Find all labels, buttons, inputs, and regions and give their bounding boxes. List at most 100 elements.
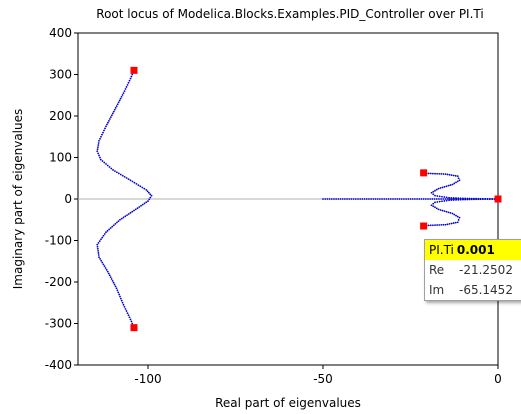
locus-point bbox=[438, 195, 441, 198]
locus-point bbox=[458, 216, 461, 219]
locus-point bbox=[455, 214, 457, 217]
locus-point bbox=[108, 119, 110, 122]
locus-point bbox=[108, 228, 111, 231]
y-tick-label: 400 bbox=[49, 26, 72, 40]
locus-point bbox=[457, 177, 460, 180]
locus-point bbox=[112, 281, 115, 284]
locus-point bbox=[438, 224, 441, 226]
y-tick-label: -200 bbox=[45, 275, 72, 289]
locus-point bbox=[110, 278, 113, 280]
locus-point bbox=[123, 175, 126, 178]
locus-point bbox=[111, 225, 114, 228]
locus-point bbox=[437, 187, 440, 190]
locus-point bbox=[352, 198, 355, 200]
locus-point bbox=[376, 198, 379, 200]
locus-point bbox=[481, 198, 484, 200]
locus-point bbox=[141, 203, 144, 206]
eigenvalue-marker-1 bbox=[130, 66, 138, 74]
locus-point bbox=[346, 198, 348, 200]
locus-point bbox=[117, 172, 120, 175]
locus-point bbox=[324, 198, 327, 200]
locus-point bbox=[448, 199, 450, 202]
locus-point bbox=[124, 308, 127, 310]
locus-point bbox=[100, 135, 102, 138]
locus-point bbox=[437, 208, 440, 211]
locus-point bbox=[453, 213, 456, 216]
locus-point bbox=[456, 180, 459, 183]
locus-point bbox=[434, 172, 436, 175]
locus-point bbox=[112, 224, 115, 227]
locus-point bbox=[457, 198, 460, 200]
tooltip-re-row: Re -21.2502 bbox=[425, 260, 521, 280]
locus-point bbox=[438, 172, 441, 175]
locus-point bbox=[447, 211, 450, 214]
locus-point bbox=[133, 209, 135, 212]
locus-point bbox=[131, 322, 134, 325]
tooltip-re-label: Re bbox=[429, 263, 445, 277]
locus-point bbox=[129, 179, 132, 182]
locus-point bbox=[114, 170, 116, 173]
locus-point bbox=[121, 301, 124, 304]
locus-point bbox=[124, 215, 127, 218]
tooltip-im-value: -65.1452 bbox=[459, 283, 513, 297]
locus-point bbox=[438, 200, 441, 203]
locus-point bbox=[140, 204, 142, 207]
locus-point bbox=[96, 243, 99, 246]
locus-point bbox=[432, 172, 434, 175]
locus-point bbox=[448, 173, 451, 176]
locus-point bbox=[432, 205, 435, 208]
chart-title: Root locus of Modelica.Blocks.Examples.P… bbox=[96, 7, 483, 21]
locus-point bbox=[484, 198, 487, 200]
locus-point bbox=[96, 247, 99, 250]
locus-point bbox=[430, 191, 433, 194]
locus-point bbox=[475, 198, 478, 200]
locus-point bbox=[453, 182, 456, 185]
locus-point bbox=[114, 223, 117, 225]
locus-point bbox=[105, 268, 108, 271]
locus-point bbox=[430, 204, 433, 207]
locus-point bbox=[439, 187, 442, 189]
locus-point bbox=[136, 207, 139, 210]
locus-point bbox=[354, 198, 357, 200]
locus-point bbox=[452, 174, 455, 177]
locus-point bbox=[385, 198, 388, 200]
locus-point bbox=[330, 198, 333, 200]
tooltip-im-label: Im bbox=[429, 283, 445, 297]
eigenvalue-marker-5 bbox=[494, 195, 502, 203]
locus-point bbox=[446, 223, 449, 226]
locus-branch-2 bbox=[423, 172, 496, 200]
locus-point bbox=[97, 146, 99, 149]
locus-point bbox=[106, 229, 109, 232]
marker-layer bbox=[130, 66, 502, 332]
locus-point bbox=[107, 272, 110, 275]
locus-point bbox=[113, 108, 116, 111]
locus-point bbox=[98, 140, 100, 142]
locus-point bbox=[150, 194, 153, 197]
locus-point bbox=[407, 198, 410, 200]
locus-point bbox=[442, 198, 445, 200]
locus-point bbox=[458, 179, 461, 182]
eigenvalue-marker-3 bbox=[420, 169, 428, 177]
locus-point bbox=[128, 316, 131, 319]
locus-point bbox=[97, 152, 100, 155]
locus-point bbox=[101, 261, 104, 264]
locus-point bbox=[106, 270, 109, 273]
locus-point bbox=[444, 223, 447, 226]
locus-point bbox=[445, 210, 448, 213]
locus-point bbox=[115, 221, 118, 224]
locus-point bbox=[339, 198, 342, 200]
locus-point bbox=[101, 133, 103, 136]
tooltip-im-row: Im -65.1452 bbox=[425, 280, 521, 300]
locus-point bbox=[409, 198, 412, 200]
locus-point bbox=[96, 150, 99, 153]
locus-point bbox=[138, 206, 141, 208]
locus-point bbox=[146, 190, 149, 193]
locus-point bbox=[109, 116, 112, 119]
locus-point bbox=[110, 114, 113, 117]
locus-point bbox=[350, 198, 353, 200]
locus-point bbox=[383, 198, 386, 200]
locus-point bbox=[97, 241, 100, 244]
locus-point bbox=[125, 86, 128, 88]
locus-point bbox=[97, 254, 100, 256]
